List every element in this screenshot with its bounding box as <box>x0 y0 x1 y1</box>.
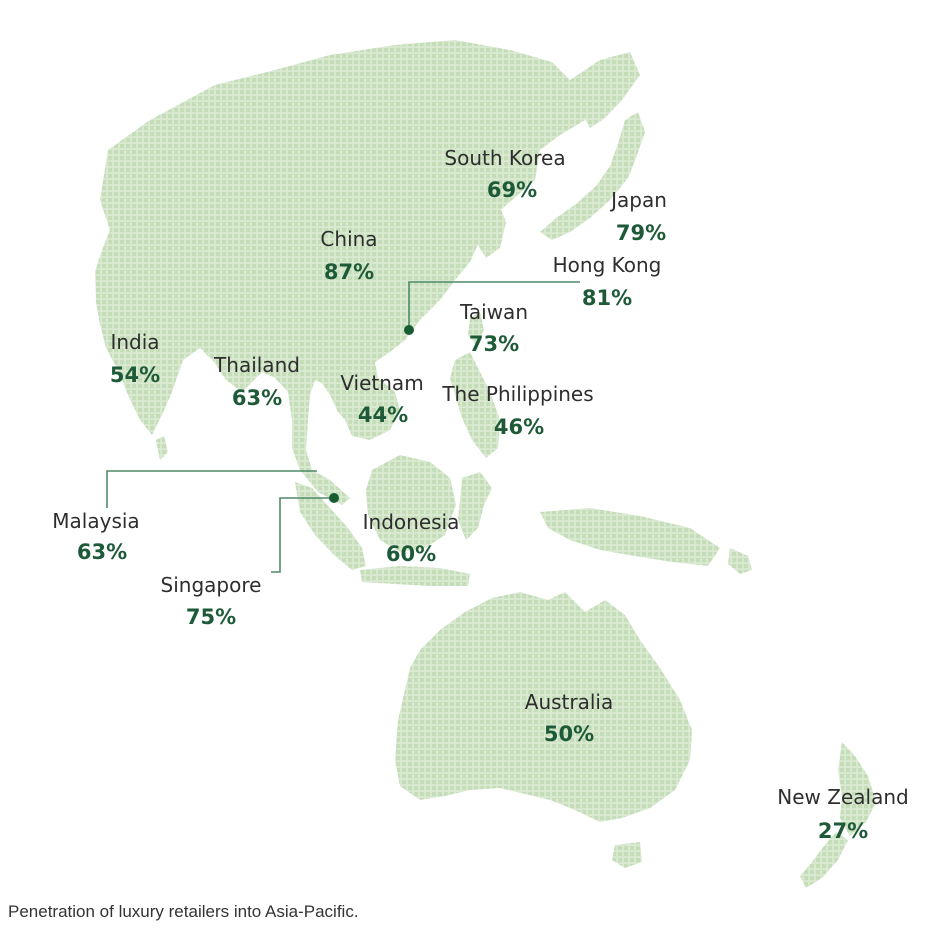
region-value: 79% <box>616 221 666 245</box>
figure-caption: Penetration of luxury retailers into Asi… <box>8 902 359 921</box>
korea-landmass <box>476 202 506 258</box>
region-name: China <box>320 227 377 251</box>
region-name: Australia <box>525 690 613 714</box>
label-taiwan: Taiwan 73% <box>459 300 528 356</box>
region-value: 63% <box>232 386 282 410</box>
region-value: 75% <box>186 605 236 629</box>
sri-lanka-landmass <box>156 436 168 460</box>
philippines-landmass <box>450 352 500 458</box>
region-name: Indonesia <box>363 510 460 534</box>
region-name: Singapore <box>161 573 262 597</box>
java-landmass <box>360 566 470 586</box>
hong-kong-leader-line <box>408 281 580 330</box>
label-south-korea: South Korea 69% <box>444 146 565 202</box>
region-name: Hong Kong <box>553 253 662 277</box>
region-name: The Philippines <box>441 382 593 406</box>
region-name: Taiwan <box>459 300 528 324</box>
region-value: 44% <box>358 403 408 427</box>
mainland-asia-landmass <box>95 40 585 505</box>
label-japan: Japan 79% <box>609 188 667 245</box>
region-name: Vietnam <box>340 371 423 395</box>
nz-south-landmass <box>800 832 848 888</box>
region-value: 54% <box>110 363 160 387</box>
sumatra-landmass <box>295 482 366 570</box>
region-name: South Korea <box>444 146 565 170</box>
region-name: Malaysia <box>52 509 139 533</box>
northeast-landmass <box>570 52 640 128</box>
label-india: India 54% <box>110 330 160 387</box>
region-name: Japan <box>609 188 667 212</box>
label-thailand: Thailand 63% <box>213 353 300 410</box>
country-labels: South Korea 69% Japan 79% China 87% Hong… <box>52 146 908 843</box>
nz-north-landmass <box>838 742 876 836</box>
pacific-islands-landmass <box>728 548 752 574</box>
taiwan-landmass <box>468 312 484 345</box>
label-vietnam: Vietnam 44% <box>340 371 423 427</box>
australia-landmass <box>395 592 692 822</box>
label-hong-kong: Hong Kong 81% <box>553 253 662 310</box>
label-singapore: Singapore 75% <box>161 573 262 629</box>
region-name: New Zealand <box>777 785 908 809</box>
region-name: India <box>110 330 159 354</box>
singapore-marker <box>329 493 339 503</box>
region-value: 46% <box>494 415 544 439</box>
region-value: 63% <box>77 540 127 564</box>
landmasses <box>95 40 876 888</box>
sulawesi-landmass <box>458 472 492 540</box>
label-indonesia: Indonesia 60% <box>363 510 460 566</box>
region-value: 73% <box>469 332 519 356</box>
tasmania-landmass <box>612 842 642 868</box>
region-value: 81% <box>582 286 632 310</box>
label-china: China 87% <box>320 227 377 284</box>
asia-pacific-map: South Korea 69% Japan 79% China 87% Hong… <box>52 40 909 888</box>
label-philippines: The Philippines 46% <box>441 382 593 439</box>
region-value: 50% <box>544 722 594 746</box>
hong-kong-marker <box>404 325 414 335</box>
borneo-landmass <box>366 455 456 552</box>
singapore-leader-line <box>271 497 334 573</box>
region-value: 69% <box>487 178 537 202</box>
leader-lines <box>106 281 580 573</box>
label-new-zealand: New Zealand 27% <box>777 785 908 843</box>
region-value: 87% <box>324 260 374 284</box>
label-australia: Australia 50% <box>525 690 613 746</box>
region-name: Thailand <box>213 353 300 377</box>
label-malaysia: Malaysia 63% <box>52 509 139 564</box>
malaysia-leader-line <box>106 470 317 508</box>
japan-landmass <box>540 112 645 240</box>
region-value: 60% <box>386 542 436 566</box>
region-value: 27% <box>818 819 868 843</box>
new-guinea-landmass <box>540 508 720 566</box>
